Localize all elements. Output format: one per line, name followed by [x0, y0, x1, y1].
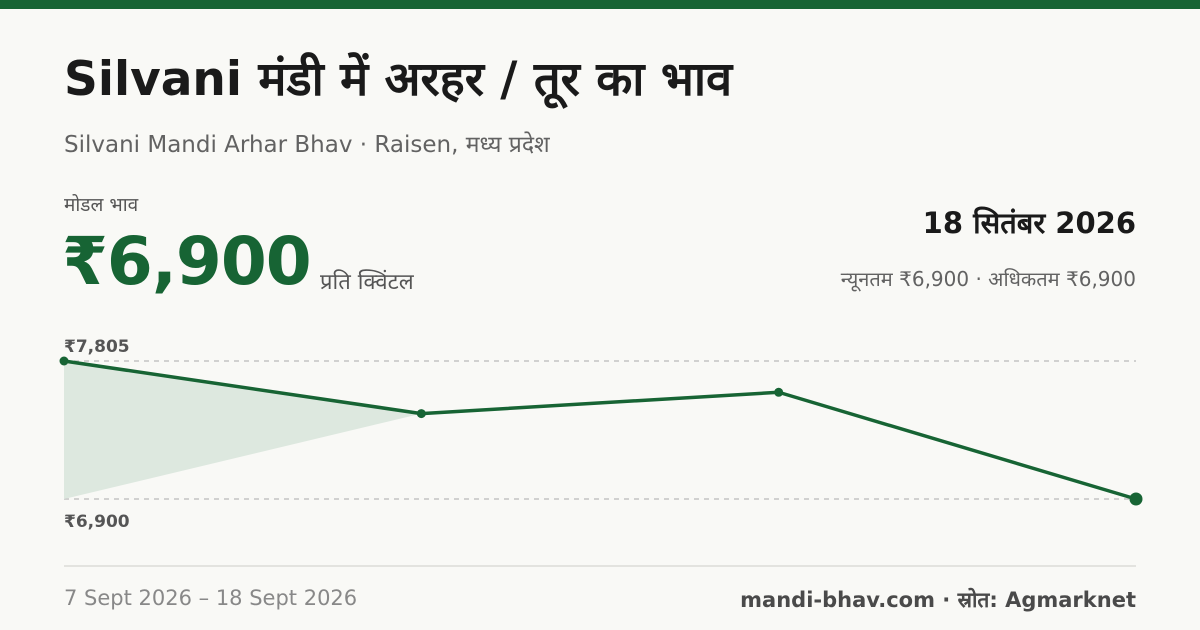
price-value: ₹6,900	[62, 223, 312, 300]
report-date: 18 सितंबर 2026	[922, 206, 1136, 240]
footer-divider	[64, 565, 1136, 567]
price-label: मोडल भाव	[64, 194, 139, 216]
data-point	[59, 356, 69, 366]
page-title: Silvani मंडी में अरहर / तूर का भाव	[64, 52, 733, 107]
top-accent-bar	[0, 0, 1200, 9]
max-price-label: ₹7,805	[64, 337, 130, 357]
source-credit: mandi-bhav.com · स्रोत: Agmarknet	[740, 588, 1136, 612]
min-price-label: ₹6,900	[64, 512, 130, 532]
data-point	[1129, 492, 1143, 506]
data-points	[59, 356, 1143, 506]
date-range: 7 Sept 2026 – 18 Sept 2026	[64, 586, 358, 610]
area-fill	[64, 361, 422, 499]
page-subtitle: Silvani Mandi Arhar Bhav · Raisen, मध्य …	[64, 132, 550, 158]
data-point	[774, 387, 784, 397]
data-point	[416, 409, 426, 419]
min-max-range: न्यूनतम ₹6,900 · अधिकतम ₹6,900	[840, 267, 1136, 291]
trend-line	[63, 359, 1137, 501]
price-unit: प्रति क्विंटल	[320, 270, 414, 295]
